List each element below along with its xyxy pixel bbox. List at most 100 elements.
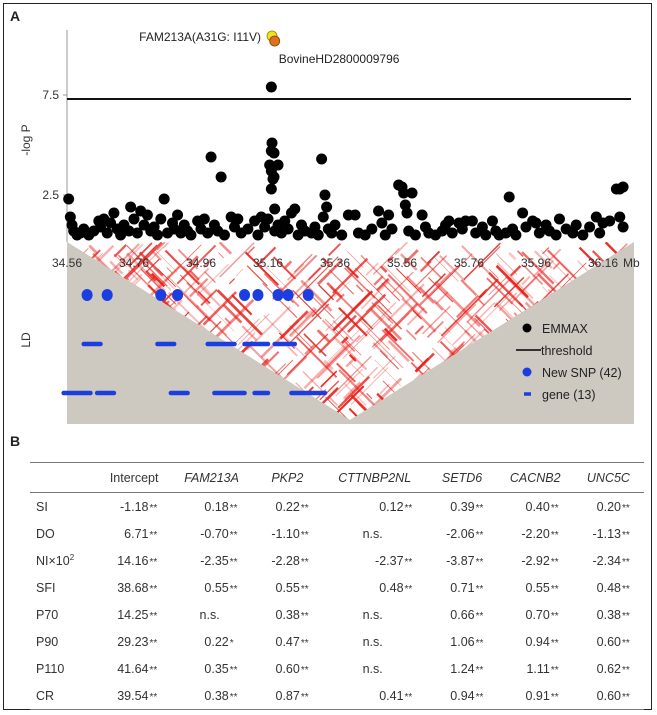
ld-cell — [401, 297, 437, 333]
significance-stars: ** — [550, 691, 559, 703]
emmax-point — [198, 213, 210, 225]
ld-cell — [292, 289, 322, 320]
ld-cell — [231, 294, 253, 316]
significance-stars: ** — [229, 583, 238, 595]
significance-stars: ** — [300, 529, 309, 541]
ld-cell — [237, 313, 270, 346]
cell-value: n.s. — [362, 526, 383, 541]
significance-stars: ** — [149, 529, 158, 541]
emmax-point — [349, 209, 361, 221]
significance-stars: ** — [475, 664, 484, 676]
significance-stars: ** — [300, 664, 309, 676]
ld-cell — [88, 244, 99, 255]
ld-cell — [177, 248, 199, 270]
cell-value: n.s. — [362, 661, 383, 676]
significance-stars: ** — [475, 502, 484, 514]
ld-cell — [434, 280, 481, 328]
ld-cell — [323, 359, 334, 371]
ld-cell — [509, 259, 555, 304]
emmax-point — [480, 229, 492, 241]
table-cell: 0.55** — [252, 574, 323, 601]
table-cell: 0.94** — [427, 682, 498, 710]
ld-cell — [122, 242, 163, 283]
ld-cell — [383, 327, 398, 342]
ld-cell — [333, 336, 368, 371]
table-header-row: Intercept FAM213A PKP2 CTTNBP2NL SETD6 CACNB2… — [30, 462, 644, 493]
ld-cell — [348, 354, 357, 362]
ld-cell — [372, 342, 389, 358]
ld-cell — [348, 361, 365, 378]
table-cell: -3.87** — [427, 547, 498, 574]
table-cell: 0.71** — [427, 574, 498, 601]
table-cell: 0.70** — [498, 601, 573, 628]
emmax-point — [383, 209, 395, 221]
emmax-point — [172, 209, 184, 221]
ld-cell — [152, 247, 178, 273]
new-snp-marker — [252, 289, 264, 301]
ld-cell — [235, 268, 244, 277]
ld-cell — [486, 277, 514, 305]
ld-cell — [495, 264, 529, 299]
ld-cell — [477, 298, 485, 306]
ld-cell — [354, 267, 391, 304]
significance-stars: ** — [149, 502, 158, 514]
ld-cell — [335, 368, 363, 397]
emmax-point — [269, 203, 281, 215]
ld-cell — [290, 293, 334, 338]
table-cell: 0.40** — [498, 493, 573, 521]
significance-stars: ** — [475, 637, 484, 649]
ld-cell — [480, 291, 513, 324]
cell-value: 1.06 — [450, 634, 475, 649]
emmax-point — [517, 207, 529, 219]
ld-cell — [145, 270, 157, 282]
ld-cell — [189, 270, 200, 281]
ld-cell — [488, 271, 524, 308]
cell-value: 1.24 — [450, 661, 475, 676]
ld-cell — [241, 325, 258, 341]
cell-value: 0.55 — [204, 580, 229, 595]
column-header — [30, 463, 97, 493]
y-tick-label: 7.5 — [42, 88, 59, 102]
cell-value: n.s. — [199, 607, 220, 622]
ld-cell — [496, 262, 534, 300]
ld-cell — [508, 252, 517, 261]
emmax-point — [550, 229, 562, 241]
ld-cell — [379, 265, 388, 273]
ld-cell — [493, 276, 525, 308]
emmax-point — [215, 171, 227, 183]
significance-stars: ** — [404, 556, 413, 568]
significance-stars: ** — [622, 637, 630, 649]
ld-cell — [434, 299, 471, 336]
table-row: NI×102 14.16** -2.35** -2.28** -2.37** -3.87*… — [30, 547, 644, 574]
new-snp-marker — [172, 289, 184, 301]
table-cell: -1.10** — [252, 520, 323, 547]
emmax-point — [316, 153, 328, 165]
significance-stars: ** — [475, 610, 484, 622]
ld-cell — [332, 319, 354, 342]
table-cell: 6.71** — [97, 520, 172, 547]
ld-cell — [348, 407, 379, 420]
ld-cell — [327, 355, 372, 401]
ld-cell — [289, 325, 313, 349]
ld-cell — [246, 246, 256, 255]
ld-cell — [126, 245, 168, 287]
table-cell: n.s. — [323, 628, 427, 655]
table-cell: 0.12** — [323, 493, 427, 521]
ld-cell — [122, 247, 164, 289]
emmax-point — [617, 181, 629, 193]
row-label-text: DO — [36, 526, 55, 541]
ld-cell — [435, 291, 449, 305]
emmax-point — [446, 227, 458, 239]
legend-label: threshold — [541, 344, 592, 358]
table-cell: 0.62** — [573, 655, 644, 682]
emmax-point — [614, 211, 626, 223]
significance-stars: ** — [622, 610, 630, 622]
ld-cell — [284, 260, 293, 269]
ld-cell — [334, 281, 351, 298]
table-cell: n.s. — [323, 601, 427, 628]
new-snp-marker — [81, 289, 93, 301]
ld-cell — [332, 257, 369, 294]
new-snp-marker — [101, 289, 113, 301]
x-tick-label: 36.16 — [588, 256, 618, 270]
significance-stars: ** — [300, 691, 309, 703]
